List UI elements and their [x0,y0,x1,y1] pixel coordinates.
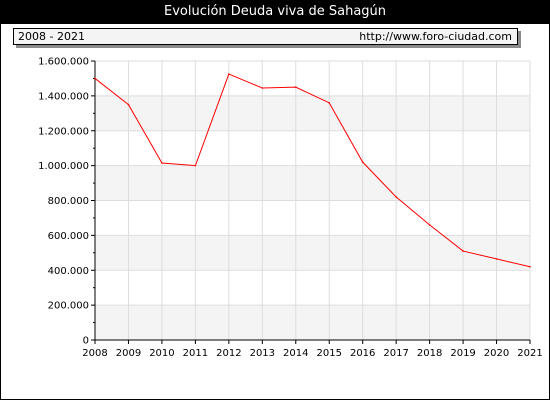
x-tick-label: 2018 [417,348,442,359]
x-tick-label: 2017 [383,348,408,359]
y-tick-label: 0 [83,336,89,347]
data-point [294,86,297,88]
data-point [529,265,531,268]
x-tick-label: 2019 [450,348,475,359]
plot-band [95,165,530,201]
y-axis-ticks: 0 200.000 400.000 600.000 800.000 1.000.000 1.… [38,57,95,347]
data-point [194,164,197,167]
data-point [428,224,431,226]
y-tick-label: 600.000 [48,231,89,242]
x-tick-label: 2015 [317,348,342,359]
y-tick-label: 400.000 [48,266,89,277]
x-tick-label: 2014 [283,348,308,359]
x-tick-label: 2012 [216,348,241,359]
x-tick-label: 2013 [250,348,275,359]
data-point [395,196,397,198]
period-label: 2008 - 2021 [18,30,85,43]
data-point [94,77,96,80]
data-point [495,258,498,260]
x-tick-label: 2021 [517,348,542,359]
site-url: http://www.foro-ciudad.com [359,30,512,43]
y-tick-label: 1.200.000 [38,126,89,137]
x-tick-label: 2008 [82,348,107,359]
data-point [127,103,130,106]
y-tick-label: 200.000 [48,301,89,312]
y-tick-label: 1.600.000 [38,57,89,68]
data-point [361,161,364,163]
x-tick-label: 2010 [149,348,174,359]
chart-title: Evolución Deuda viva de Sahagún [163,4,387,19]
x-tick-label: 2020 [484,348,509,359]
x-axis-ticks: 2008 2009 2010 2011 2012 2013 2014 2015 2016 2017… [82,340,543,359]
y-tick-label: 800.000 [48,196,89,207]
plot-band [95,95,530,131]
data-point [261,87,264,89]
data-point [161,162,163,164]
info-bar: 2008 - 2021 http://www.foro-ciudad.com [13,28,518,45]
data-point [328,102,331,104]
x-tick-label: 2009 [116,348,141,359]
x-tick-label: 2011 [183,348,208,359]
x-tick-label: 2016 [350,348,375,359]
plot-band [95,305,530,340]
data-point [462,250,464,252]
y-tick-label: 1.400.000 [38,91,89,102]
title-bar: Evolución Deuda viva de Sahagún [0,0,550,24]
data-point [228,73,230,75]
plot-bands [95,95,530,340]
series-line [94,73,531,268]
series-layer [94,73,531,268]
plot-band [95,235,530,271]
y-tick-label: 1.000.000 [38,161,89,172]
